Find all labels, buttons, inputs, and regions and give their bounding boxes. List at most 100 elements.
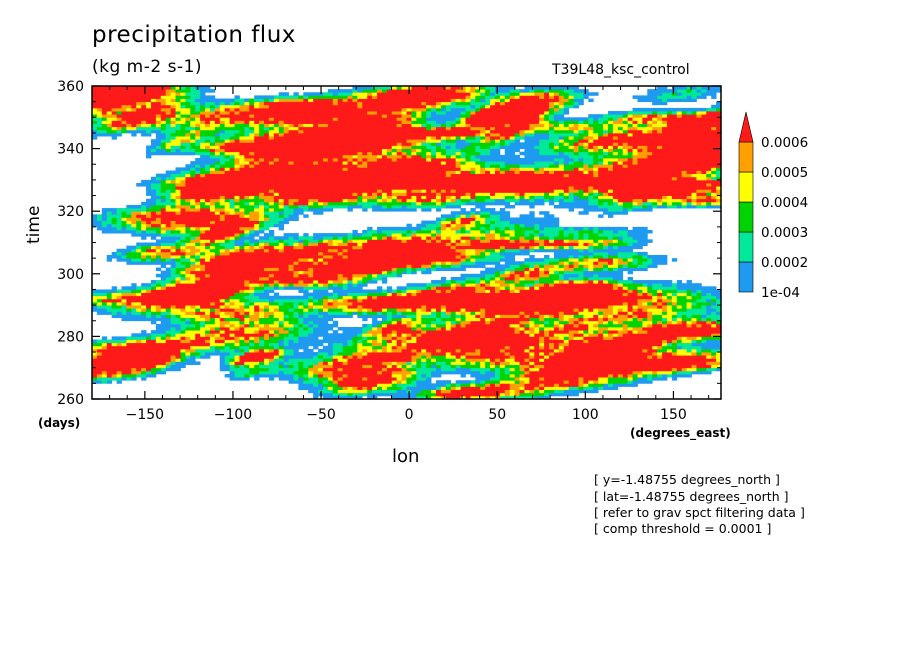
heatmap-cell [666, 364, 673, 369]
heatmap-cell [170, 342, 176, 347]
heatmap-cell [347, 289, 353, 293]
heatmap-cell [175, 283, 181, 287]
heatmap-cell [607, 267, 614, 272]
heatmap-cell [504, 389, 511, 394]
heatmap-cell [342, 383, 348, 387]
heatmap-cell [494, 273, 501, 278]
heatmap-cell [666, 370, 673, 375]
heatmap-cell [593, 255, 599, 259]
heatmap-cell [642, 305, 648, 309]
heatmap-cell [627, 264, 633, 268]
heatmap-cell [603, 305, 609, 309]
heatmap-cell [706, 330, 712, 334]
heatmap-cell [92, 308, 98, 312]
heatmap-cell [662, 342, 668, 347]
heatmap-cell [509, 283, 516, 287]
heatmap-cell [563, 367, 570, 372]
heatmap-cell [593, 373, 599, 378]
heatmap-cell [450, 289, 457, 293]
heatmap-cell [303, 320, 309, 325]
heatmap-cell [209, 314, 216, 319]
heatmap-cell [273, 311, 280, 315]
heatmap-cell [381, 339, 388, 344]
heatmap-cell [701, 320, 707, 325]
heatmap-cell [642, 361, 648, 365]
heatmap-cell [318, 280, 324, 284]
heatmap-cell [391, 311, 398, 315]
heatmap-cell [175, 292, 181, 297]
heatmap-cell [185, 280, 191, 284]
heatmap-cell [303, 292, 309, 297]
heatmap-cell [244, 308, 250, 312]
heatmap-cell [666, 317, 673, 322]
heatmap-cell [92, 339, 98, 344]
heatmap-cell [121, 348, 127, 353]
heatmap-cell [234, 377, 240, 381]
heatmap-cell [529, 352, 535, 356]
heatmap-cell [563, 301, 570, 306]
heatmap-cell [131, 342, 137, 347]
heatmap-cell [254, 333, 260, 337]
heatmap-cell [529, 270, 535, 275]
heatmap-cell [131, 358, 137, 362]
heatmap-cell [573, 286, 579, 290]
heatmap-cell [229, 258, 235, 262]
heatmap-cell [111, 314, 117, 319]
heatmap-cell [696, 339, 702, 344]
heatmap-cell [691, 367, 697, 372]
heatmap-cell [155, 273, 162, 278]
heatmap-cell [268, 301, 275, 306]
heatmap-cell [504, 370, 511, 375]
heatmap-cell [362, 283, 368, 287]
heatmap-cell [529, 311, 535, 315]
heatmap-cell [553, 370, 560, 375]
heatmap-cell [529, 286, 535, 290]
heatmap-cell [283, 336, 289, 340]
heatmap-cell [401, 345, 407, 350]
heatmap-cell [249, 333, 255, 337]
heatmap-cell [372, 327, 378, 331]
heatmap-cell [96, 292, 103, 297]
heatmap-cell [711, 333, 717, 337]
heatmap-cell [632, 377, 638, 381]
heatmap-cell [234, 261, 240, 265]
heatmap-cell [598, 311, 604, 315]
heatmap-cell [445, 311, 452, 315]
heatmap-cell [686, 352, 692, 356]
heatmap-cell [391, 289, 398, 293]
heatmap-cell [249, 320, 255, 325]
heatmap-cell [131, 367, 137, 372]
heatmap-cell [470, 330, 476, 334]
heatmap-cell [229, 308, 235, 312]
heatmap-cell [514, 355, 520, 359]
heatmap-cell [460, 267, 466, 272]
heatmap-cell [327, 323, 334, 328]
heatmap-cell [553, 314, 560, 319]
heatmap-cell [283, 305, 289, 309]
heatmap-cell [544, 342, 550, 347]
heatmap-cell [377, 308, 383, 312]
heatmap-cell [440, 261, 447, 265]
heatmap-cell [553, 389, 560, 394]
heatmap-cell [435, 301, 442, 306]
heatmap-cell [494, 255, 501, 259]
heatmap-cell [318, 320, 324, 325]
heatmap-cell [421, 386, 427, 391]
heatmap-cell [593, 364, 599, 369]
heatmap-cell [691, 352, 697, 356]
heatmap-cell [627, 289, 633, 293]
heatmap-cell [327, 361, 334, 365]
heatmap-cell [268, 348, 275, 353]
heatmap-cell [514, 295, 520, 300]
heatmap-cell [676, 364, 683, 369]
heatmap-cell [637, 367, 643, 372]
heatmap-cell [524, 392, 530, 397]
heatmap-cell [101, 355, 108, 359]
heatmap-cell [155, 311, 162, 315]
heatmap-cell [617, 380, 624, 384]
heatmap-cell [431, 342, 437, 347]
heatmap-cell [716, 317, 722, 322]
heatmap-cell [499, 305, 506, 309]
heatmap-cell [283, 348, 289, 353]
heatmap-cell [455, 358, 461, 362]
